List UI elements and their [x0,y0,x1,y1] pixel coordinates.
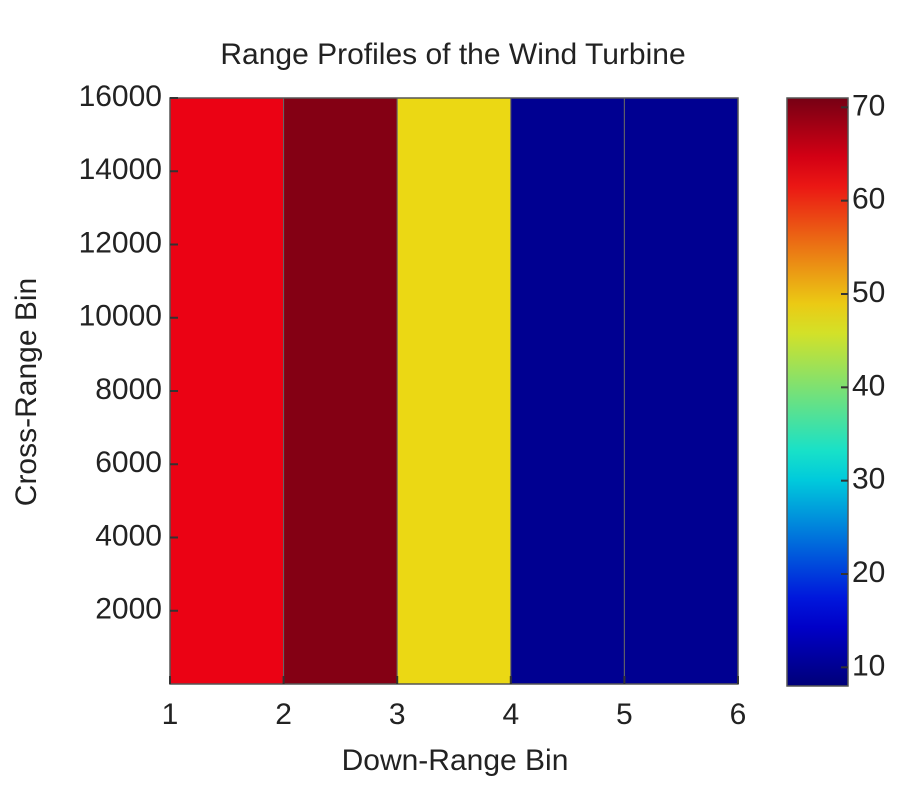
x-tick-label: 3 [389,698,406,731]
heatmap-cell [623,97,739,685]
x-axis-label: Down-Range Bin [342,744,569,777]
colorbar-tick-label: 60 [852,183,885,216]
heatmap-cell [396,97,512,685]
heatmap-cell [169,97,285,685]
y-tick-label: 14000 [79,153,162,186]
y-axis-label: Cross-Range Bin [10,278,43,506]
colorbar-tick-label: 10 [852,649,885,682]
colorbar [786,97,849,687]
colorbar-tick-label: 40 [852,369,885,402]
colorbar-tick-label: 20 [852,556,885,589]
x-tick-label: 1 [162,698,179,731]
y-tick-label: 12000 [79,226,162,259]
x-tick-label: 5 [616,698,633,731]
y-tick-label: 2000 [95,593,162,626]
y-tick-label: 16000 [79,80,162,113]
colorbar-tick-label: 30 [852,463,885,496]
x-tick-label: 4 [502,698,519,731]
heatmap-cell [283,97,398,685]
y-tick-label: 10000 [79,300,162,333]
colorbar-tick-label: 50 [852,276,885,309]
y-tick-label: 8000 [95,373,162,406]
x-tick-label: 2 [275,698,292,731]
chart-title: Range Profiles of the Wind Turbine [220,38,685,71]
heatmap-cell [510,97,625,685]
y-tick-label: 4000 [95,519,162,552]
y-tick-label: 6000 [95,446,162,479]
colorbar-tick-label: 70 [852,89,885,122]
x-tick-label: 6 [730,698,747,731]
